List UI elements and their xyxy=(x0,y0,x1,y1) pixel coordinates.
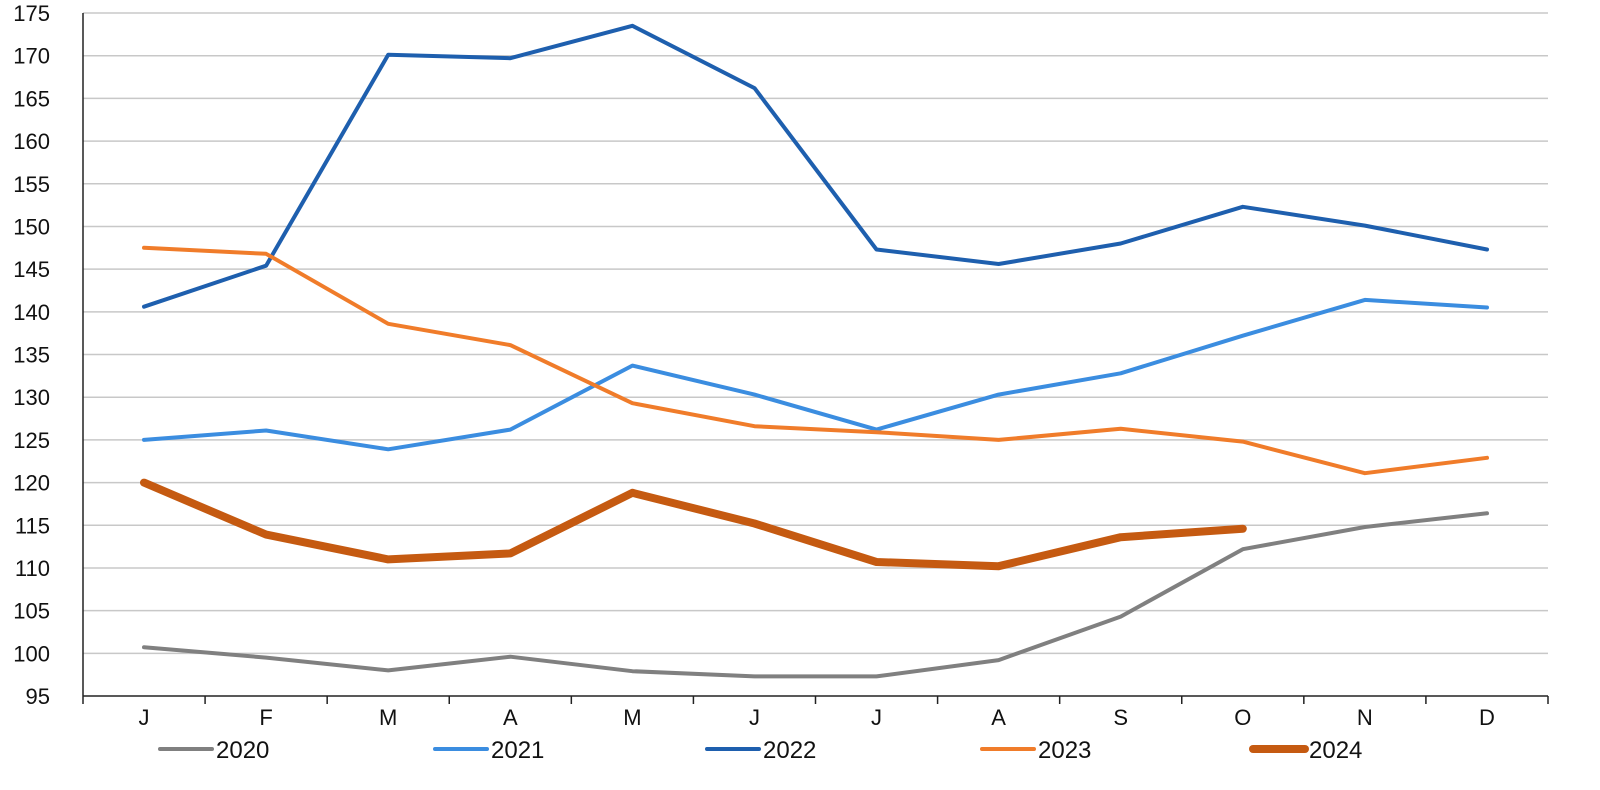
series-line-2021 xyxy=(142,297,1489,452)
y-tick-label: 155 xyxy=(13,172,50,197)
x-tick-label: A xyxy=(503,705,518,730)
series-line-2020 xyxy=(142,511,1489,679)
x-tick-label: S xyxy=(1113,705,1128,730)
x-tick-label: M xyxy=(379,705,397,730)
y-tick-label: 110 xyxy=(15,556,50,581)
y-tick-label: 105 xyxy=(13,599,50,624)
gridlines xyxy=(83,12,1548,655)
y-tick-label: 175 xyxy=(13,1,50,26)
x-tick-label: D xyxy=(1479,705,1495,730)
legend-label-2023: 2023 xyxy=(1038,737,1091,764)
y-tick-label: 130 xyxy=(13,385,50,410)
y-tick-label: 165 xyxy=(13,86,50,111)
y-tick-label: 100 xyxy=(13,641,50,666)
y-tick-label: 145 xyxy=(13,257,50,282)
y-tick-label: 140 xyxy=(13,300,50,325)
x-tick-label: F xyxy=(259,705,272,730)
x-tick-label: M xyxy=(623,705,641,730)
x-tick-label: J xyxy=(749,705,760,730)
y-tick-label: 135 xyxy=(13,343,50,368)
y-tick-label: 150 xyxy=(13,214,50,239)
y-tick-label: 170 xyxy=(13,44,50,69)
series-line-2023 xyxy=(142,245,1489,476)
x-tick-label: J xyxy=(139,705,150,730)
legend-label-2024: 2024 xyxy=(1309,737,1362,764)
y-tick-label: 120 xyxy=(13,471,50,496)
series-line-2022 xyxy=(142,23,1489,309)
y-axis-ticks: 95 100 105 110 115 120 125 130 135 140 145 150 155 16… xyxy=(13,1,50,709)
x-tick-label: N xyxy=(1357,705,1373,730)
y-tick-label: 160 xyxy=(13,129,50,154)
legend-label-2020: 2020 xyxy=(216,737,269,764)
y-tick-label: 95 xyxy=(26,684,50,709)
x-tick-label: O xyxy=(1234,705,1251,730)
axes xyxy=(82,13,1549,704)
y-tick-label: 125 xyxy=(13,428,50,453)
legend-label-2021: 2021 xyxy=(491,737,544,764)
series-lines xyxy=(140,23,1489,679)
legend-label-2022: 2022 xyxy=(763,737,816,764)
y-tick-label: 115 xyxy=(15,513,50,538)
legend: 2020 2021 2022 2023 2024 xyxy=(158,737,1362,764)
x-tick-label: A xyxy=(991,705,1006,730)
series-line-2024 xyxy=(140,478,1247,571)
x-tick-label: J xyxy=(871,705,882,730)
